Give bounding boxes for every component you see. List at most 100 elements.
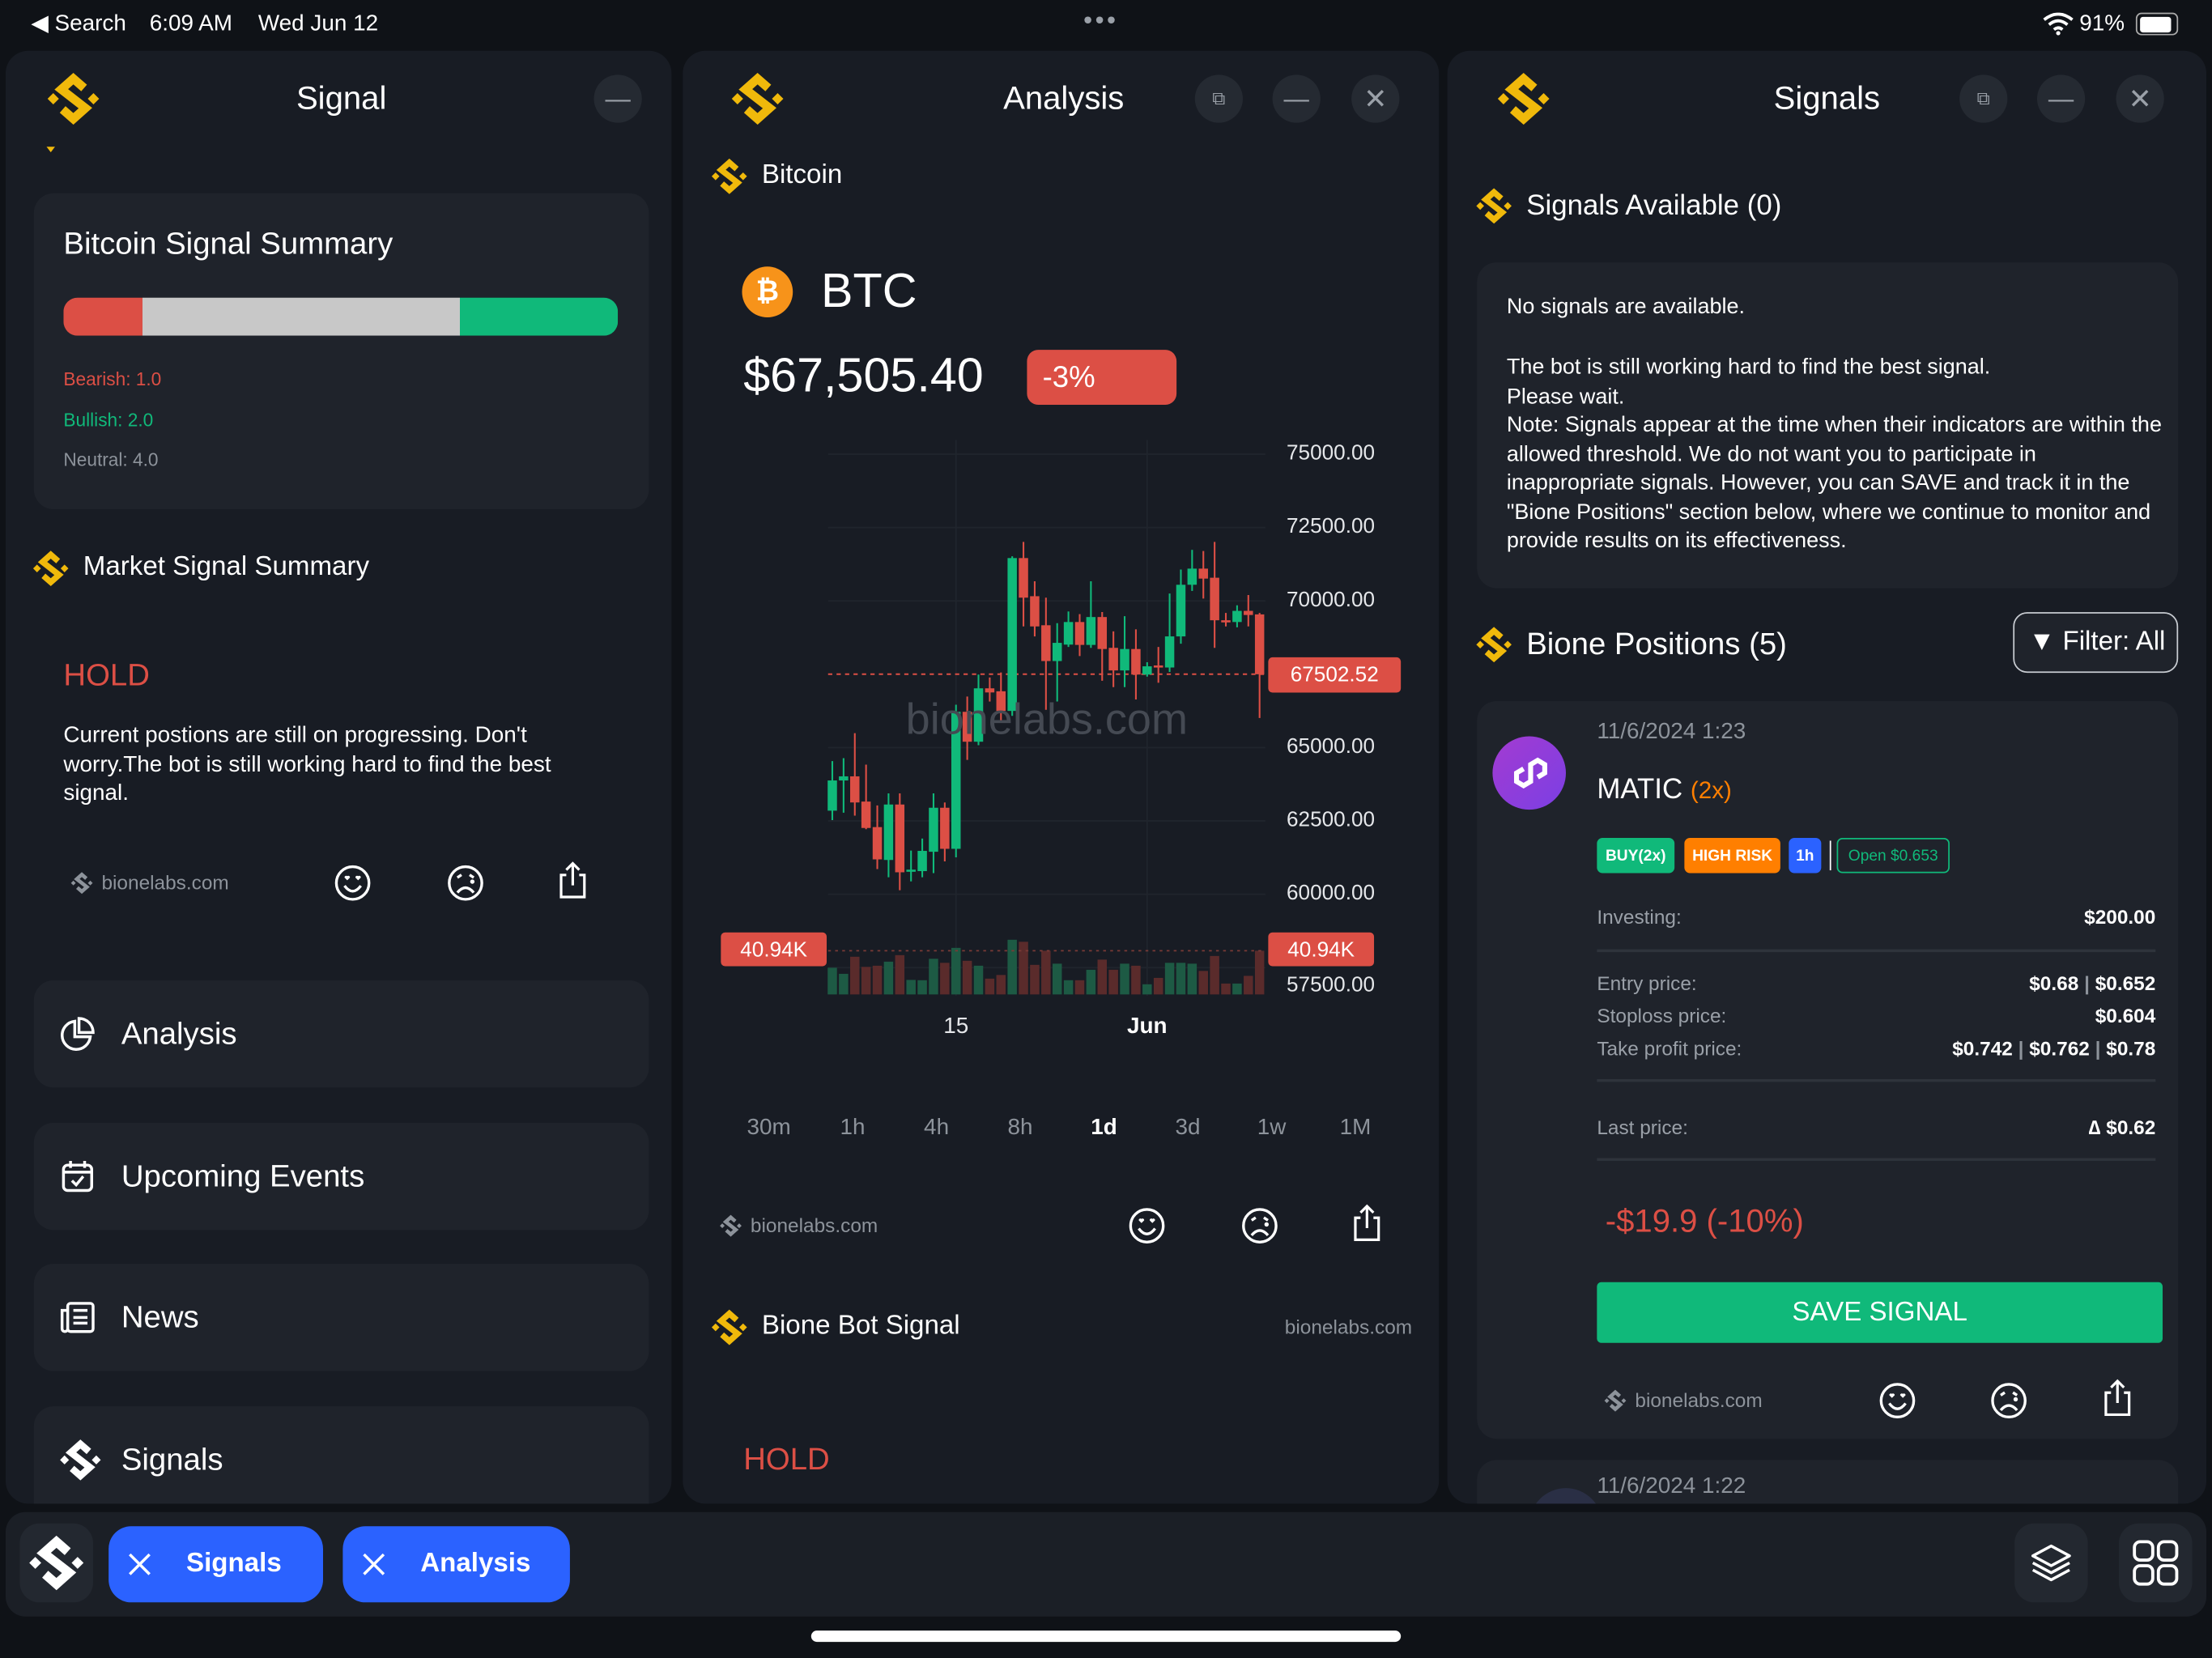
menu-item-upcoming-events[interactable]: Upcoming Events <box>33 1122 649 1231</box>
sad-reaction-icon[interactable] <box>1990 1382 2028 1420</box>
volume-bar <box>861 967 871 995</box>
timeframe-1d[interactable]: 1d <box>1091 1116 1117 1140</box>
position-date: 11/6/2024 1:23 <box>1597 720 1746 744</box>
volume-bar <box>1052 963 1062 995</box>
no-signals-message: The bot is still working hard to find th… <box>1506 355 2162 554</box>
takeprofit-value: $0.742 | $0.762 | $0.78 <box>1952 1036 2156 1060</box>
window-title: Signals <box>1773 79 1881 117</box>
love-reaction-icon[interactable] <box>1878 1382 1916 1420</box>
badge-separator <box>1829 840 1831 871</box>
brand-link[interactable]: bionelabs.com <box>1284 1315 1413 1338</box>
minimize-button[interactable]: — <box>2036 74 2086 123</box>
dock-tab-analysis[interactable]: Analysis <box>342 1526 570 1603</box>
divider <box>1597 1078 2156 1082</box>
candle <box>872 827 883 860</box>
volume-bar <box>917 980 927 995</box>
market-signal-title: Market Signal Summary <box>83 552 370 582</box>
popout-button[interactable]: ⧉ <box>1959 74 2008 123</box>
close-icon[interactable] <box>129 1553 151 1575</box>
back-to-search[interactable]: ◀ Search <box>31 11 126 36</box>
candle <box>1187 568 1197 585</box>
minus-icon: — <box>605 83 631 113</box>
y-tick-label: 60000.00 <box>1287 881 1376 906</box>
timeframe-1h[interactable]: 1h <box>840 1116 866 1140</box>
sad-reaction-icon[interactable] <box>1240 1207 1278 1245</box>
timeframe-30m[interactable]: 30m <box>747 1116 791 1140</box>
candle <box>973 688 984 742</box>
home-app-button[interactable] <box>19 1523 93 1603</box>
summary-title: Bitcoin Signal Summary <box>63 225 393 261</box>
volume-bar <box>1041 950 1051 995</box>
volume-bar <box>827 967 837 995</box>
close-icon: ✕ <box>2128 83 2152 116</box>
bione-logo-icon <box>28 1535 85 1592</box>
volume-bar <box>1221 983 1231 995</box>
x-tick-label: 15 <box>943 1014 969 1039</box>
minimize-button[interactable]: — <box>1272 74 1321 123</box>
volume-bar <box>1232 983 1242 995</box>
save-signal-button[interactable]: SAVE SIGNAL <box>1597 1282 2163 1343</box>
tab-label: Signals <box>185 1549 282 1579</box>
share-icon[interactable] <box>2102 1378 2133 1418</box>
timeframe-8h[interactable]: 8h <box>1007 1116 1033 1140</box>
bione-logo-icon <box>720 1214 742 1237</box>
candle <box>1153 665 1163 668</box>
volume-bar <box>1131 965 1141 995</box>
candle <box>895 804 905 873</box>
position-coin: MATIC (2x) <box>1597 774 1732 806</box>
menu-item-news[interactable]: News <box>33 1264 649 1371</box>
timeframe-1M[interactable]: 1M <box>1339 1116 1372 1140</box>
battery-percent: 91% <box>2079 11 2125 36</box>
back-label: Search <box>54 11 126 36</box>
volume-bar <box>962 960 972 995</box>
timeframe-4h[interactable]: 4h <box>924 1116 950 1140</box>
y-tick-label: 57500.00 <box>1287 972 1376 997</box>
window-title: Analysis <box>1003 79 1125 117</box>
brand-link[interactable]: bionelabs.com <box>750 1214 878 1237</box>
timeframe-1w[interactable]: 1w <box>1257 1116 1287 1140</box>
brand-link[interactable]: bionelabs.com <box>101 871 229 894</box>
home-indicator[interactable] <box>810 1630 1402 1643</box>
volume-bar <box>895 954 905 995</box>
volume-bar <box>906 980 916 995</box>
candle <box>1164 636 1175 668</box>
volume-bar <box>1153 977 1163 995</box>
brand-link[interactable]: bionelabs.com <box>1635 1388 1763 1412</box>
bione-logo-icon <box>1497 72 1551 125</box>
risk-badge: HIGH RISK <box>1684 837 1780 874</box>
bitcoin-coin-icon: ₿ <box>742 266 793 318</box>
multitasking-dots-icon[interactable]: ••• <box>1083 6 1119 35</box>
chart-canvas[interactable] <box>0 0 1439 1072</box>
last-price-tag: 67502.52 <box>1268 657 1402 693</box>
timeframe-3d[interactable]: 3d <box>1175 1116 1201 1140</box>
grid-button[interactable] <box>2119 1523 2193 1603</box>
bione-logo-icon <box>1475 627 1512 663</box>
candle <box>1052 643 1062 661</box>
last-price-label: Last price: <box>1597 1116 1688 1139</box>
entry-label: Entry price: <box>1597 971 1697 995</box>
volume-bar <box>1097 959 1108 995</box>
love-reaction-icon[interactable] <box>1128 1207 1166 1245</box>
popout-button[interactable]: ⧉ <box>1194 74 1244 123</box>
filter-button[interactable]: ▼ Filter: All <box>2013 612 2179 674</box>
pie-chart-icon <box>61 1017 95 1051</box>
menu-item-signals[interactable]: Signals <box>33 1406 649 1504</box>
close-icon[interactable] <box>363 1553 385 1575</box>
price-change-badge: -3% <box>1027 350 1177 406</box>
layers-button[interactable] <box>2014 1523 2088 1603</box>
candle <box>940 807 950 849</box>
close-button[interactable]: ✕ <box>2116 74 2164 123</box>
position-date: 11/6/2024 1:22 <box>1597 1474 1746 1499</box>
menu-item-analysis[interactable]: Analysis <box>33 980 649 1088</box>
close-button[interactable]: ✕ <box>1351 74 1400 123</box>
position-card: 11/6/2024 1:22 <box>1477 1460 2179 1504</box>
dock-tab-signals[interactable]: Signals <box>108 1526 323 1603</box>
volume-bar <box>1108 969 1118 995</box>
bot-signal-title: Bione Bot Signal <box>761 1311 960 1341</box>
menu-label: Signals <box>121 1441 223 1477</box>
volume-bar <box>951 947 961 995</box>
share-icon[interactable] <box>1351 1203 1382 1243</box>
minimize-button[interactable]: — <box>593 74 642 123</box>
analysis-window <box>683 50 1440 1504</box>
minus-icon: — <box>2048 83 2074 113</box>
